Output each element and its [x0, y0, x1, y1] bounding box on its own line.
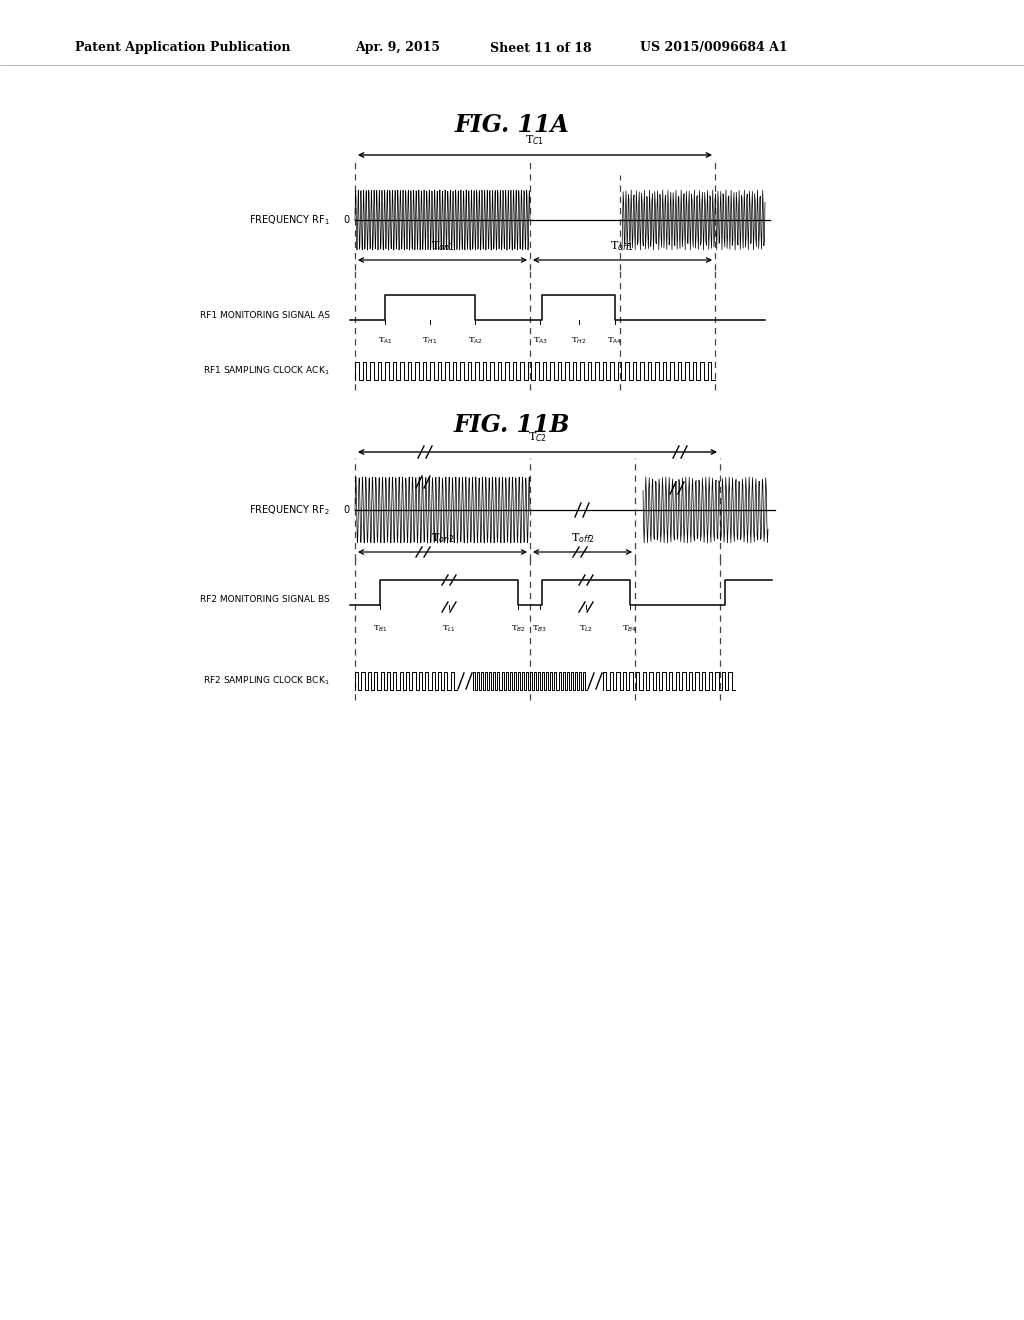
Text: T$_{L1}$: T$_{L1}$	[442, 623, 456, 634]
Text: FIG. 11A: FIG. 11A	[455, 114, 569, 137]
Text: T$_{C2}$: T$_{C2}$	[528, 430, 547, 444]
Text: T$_{A4}$: T$_{A4}$	[607, 337, 623, 346]
Text: FIG. 11B: FIG. 11B	[454, 413, 570, 437]
Text: Sheet 11 of 18: Sheet 11 of 18	[490, 41, 592, 54]
Text: US 2015/0096684 A1: US 2015/0096684 A1	[640, 41, 787, 54]
Text: RF1 SAMPLING CLOCK ACK$_1$: RF1 SAMPLING CLOCK ACK$_1$	[204, 364, 330, 378]
Text: T$_{A3}$: T$_{A3}$	[532, 337, 548, 346]
Text: T$_{B4}$: T$_{B4}$	[623, 623, 638, 634]
Text: T$_{on1}$: T$_{on1}$	[431, 239, 455, 253]
Text: T$_{B2}$: T$_{B2}$	[511, 623, 525, 634]
Text: T$_{on2}$: T$_{on2}$	[431, 531, 455, 545]
Text: RF2 SAMPLING CLOCK BCK$_1$: RF2 SAMPLING CLOCK BCK$_1$	[204, 675, 330, 688]
Text: T$_{C1}$: T$_{C1}$	[525, 133, 545, 147]
Text: RF2 MONITORING SIGNAL BS: RF2 MONITORING SIGNAL BS	[201, 595, 330, 605]
Text: FREQUENCY RF$_1$: FREQUENCY RF$_1$	[249, 213, 330, 227]
Text: 0: 0	[343, 215, 349, 224]
Text: T$_{B3}$: T$_{B3}$	[532, 623, 548, 634]
Text: FREQUENCY RF$_2$: FREQUENCY RF$_2$	[249, 503, 330, 517]
Text: T$_{B1}$: T$_{B1}$	[373, 623, 387, 634]
Text: 0: 0	[343, 506, 349, 515]
Text: T$_{A1}$: T$_{A1}$	[378, 337, 392, 346]
Text: Apr. 9, 2015: Apr. 9, 2015	[355, 41, 440, 54]
Text: T$_{H1}$: T$_{H1}$	[422, 337, 437, 346]
Text: T$_{A2}$: T$_{A2}$	[468, 337, 482, 346]
Text: T$_{L2}$: T$_{L2}$	[579, 623, 593, 634]
Text: T$_{off1}$: T$_{off1}$	[610, 239, 635, 253]
Text: T$_{off2}$: T$_{off2}$	[570, 531, 595, 545]
Text: RF1 MONITORING SIGNAL AS: RF1 MONITORING SIGNAL AS	[200, 310, 330, 319]
Text: T$_{H2}$: T$_{H2}$	[571, 337, 586, 346]
Text: Patent Application Publication: Patent Application Publication	[75, 41, 291, 54]
